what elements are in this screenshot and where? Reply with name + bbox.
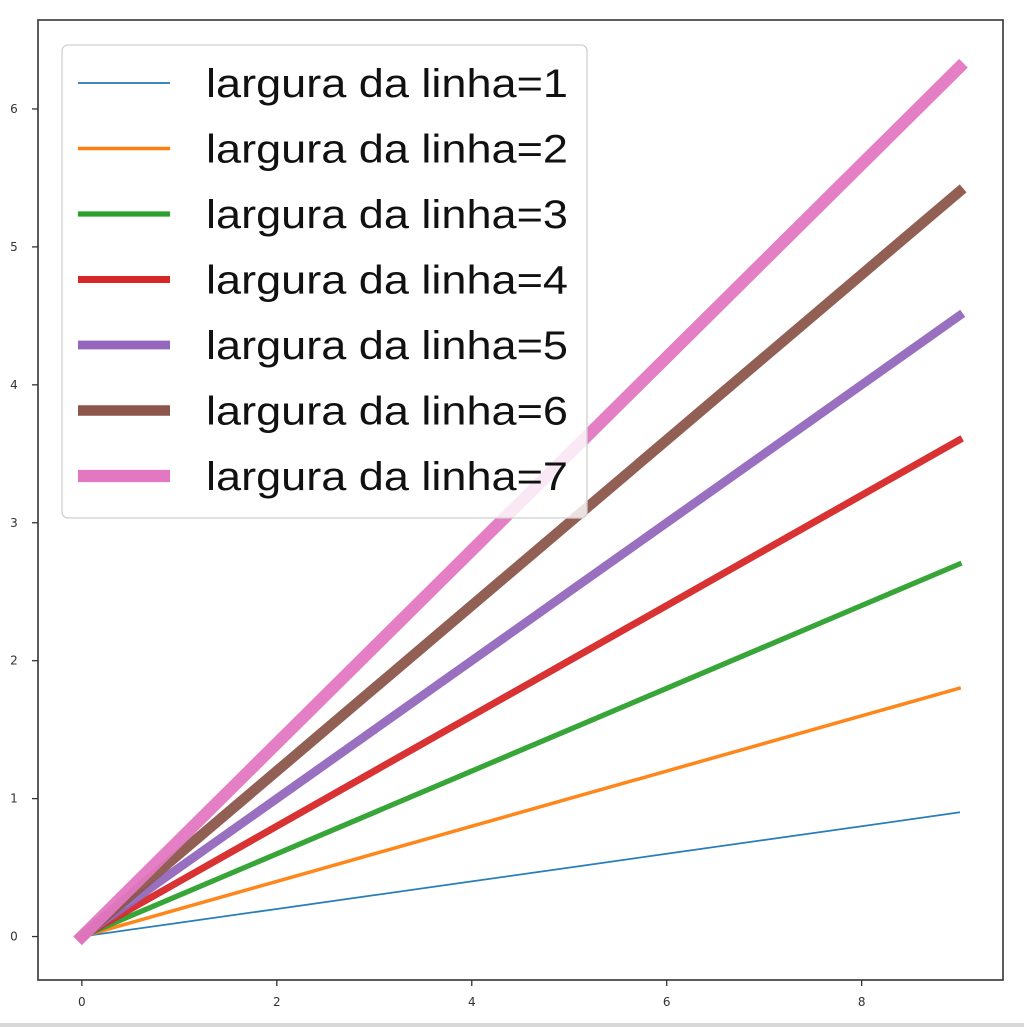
legend-label-5: largura da linha=5 [206,324,568,368]
y-tick-label: 6 [10,102,18,116]
legend-box [61,44,588,519]
y-tick-label: 2 [10,654,18,668]
legend-label-2: largura da linha=2 [206,128,568,172]
bottom-strip [0,1023,1024,1027]
y-tick-label: 3 [10,516,18,530]
x-tick-label: 2 [273,995,281,1009]
x-tick-label: 8 [858,995,866,1009]
y-tick-label: 0 [10,930,18,944]
series-line-2 [79,686,962,939]
y-tick-label: 4 [10,378,18,392]
legend-label-6: largura da linha=6 [206,390,568,434]
legend-label-4: largura da linha=4 [206,259,568,303]
x-tick-label: 4 [468,995,476,1009]
series-line-3 [78,560,963,940]
x-tick-label: 0 [78,995,86,1009]
series-line-5 [75,309,966,943]
axes-frame [37,19,1004,981]
series-line-6 [74,184,967,944]
x-tick-label: 6 [663,995,671,1009]
legend-label-1: largura da linha=1 [206,62,568,106]
series-line-1 [80,811,961,938]
y-tick-label: 1 [10,792,18,806]
y-tick-label: 5 [10,240,18,254]
legend-label-7: largura da linha=7 [206,455,568,499]
legend-label-3: largura da linha=3 [206,193,568,237]
series-line-4 [77,435,964,942]
